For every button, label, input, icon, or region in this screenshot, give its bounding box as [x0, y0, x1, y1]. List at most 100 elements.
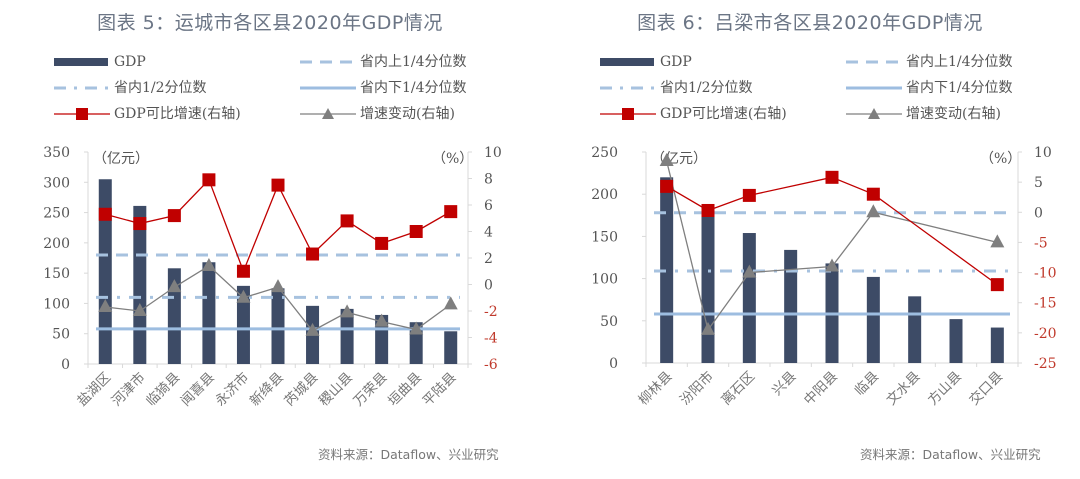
right-tick-label: 10	[1034, 145, 1052, 161]
gdp-growth-point	[409, 225, 423, 238]
left-tick-label: 100	[43, 296, 70, 312]
gdp-bar	[701, 212, 715, 363]
right-tick-label: 6	[484, 198, 493, 214]
growth-change-point	[374, 313, 389, 327]
right-tick-label: 10	[484, 145, 502, 161]
gdp-growth-point	[866, 187, 880, 201]
category-label: 盐湖区	[74, 370, 114, 410]
category-label: 方山县	[925, 369, 965, 409]
left-tick-label: 350	[43, 145, 70, 161]
category-label: 交口县	[966, 368, 1007, 409]
left-tick-label: 150	[591, 229, 618, 245]
category-label: 临县	[852, 369, 882, 399]
legend-median: 省内1/2分位数	[54, 80, 207, 96]
right-tick-label: 4	[484, 225, 493, 241]
gdp-growth-point	[202, 173, 216, 187]
left-tick-label: 0	[61, 357, 70, 373]
growth-change-point	[271, 279, 285, 293]
growth-change-point	[990, 234, 1005, 248]
chart-panel-lvliang: 图表 6：吕梁市各区县2020年GDP情况 GDP 省内上1/4分位数 省内1/…	[540, 0, 1080, 479]
category-label: 万荣县	[351, 370, 391, 410]
gdp-growth-point	[306, 247, 320, 261]
gdp-growth-point	[375, 236, 389, 250]
gdp-growth-line	[666, 176, 998, 286]
gdp-bar	[236, 285, 250, 364]
growth-change-point	[701, 321, 715, 335]
right-tick-label: -10	[1034, 266, 1057, 282]
category-label: 中阳县	[801, 369, 841, 409]
gdp-bar	[340, 308, 354, 364]
right-axis-unit: （%）	[980, 151, 1021, 167]
growth-change-line	[666, 160, 998, 332]
gdp-bar	[133, 205, 147, 364]
right-tick-label: 8	[484, 172, 493, 188]
right-tick-label: -6	[484, 357, 498, 373]
right-tick-label: 2	[484, 251, 493, 267]
gdp-growth-point	[167, 209, 181, 223]
growth-change-point	[201, 257, 216, 271]
legend-gdp-growth: GDP可比增速(右轴)	[598, 104, 818, 124]
gdp-bar	[167, 268, 181, 364]
legend-upper-quartile: 省内上1/4分位数	[846, 54, 1013, 70]
category-label: 闻喜县	[178, 370, 218, 410]
legend-gdp: GDP	[598, 52, 818, 72]
growth-change-point	[167, 279, 182, 293]
growth-change-point	[443, 296, 458, 310]
gdp-bar	[444, 331, 458, 364]
chart-title: 图表 5：运城市各区县2020年GDP情况	[97, 12, 443, 34]
growth-change-point	[825, 258, 839, 272]
category-label: 平陆县	[420, 370, 460, 410]
gdp-growth-point	[990, 278, 1004, 292]
legend-growth-change: 增速变动(右轴)	[298, 104, 518, 124]
gdp-bar	[866, 276, 880, 363]
right-tick-label: -15	[1034, 296, 1057, 312]
right-tick-label: 0	[1034, 205, 1043, 221]
gdp-bar	[271, 288, 285, 364]
source-note: 资料来源：Dataflow、兴业研究	[860, 447, 1041, 462]
left-tick-label: 200	[43, 236, 70, 252]
category-label: 永济市	[212, 369, 253, 410]
right-tick-label: -5	[1034, 235, 1048, 251]
legend-lower-quartile: 省内下1/4分位数	[846, 80, 1013, 96]
gdp-growth-point	[271, 178, 285, 192]
category-label: 临猗县	[143, 370, 183, 410]
gdp-bar	[742, 233, 756, 363]
category-label: 汾阳市	[676, 368, 717, 409]
gdp-bar	[990, 327, 1004, 363]
gdp-bar	[949, 319, 963, 363]
right-axis-unit: （%）	[432, 151, 473, 167]
chart-plot-area: 0 50 100 150 200 250 300 350 -6 -4 -2 0 2 4 6 8 10 （亿元） （%…	[43, 145, 502, 410]
gdp-bar	[98, 179, 112, 364]
growth-change-point	[866, 204, 881, 218]
growth-change-point	[305, 322, 320, 336]
left-tick-label: 50	[600, 314, 618, 330]
category-label: 离石区	[718, 368, 759, 409]
right-tick-label: 5	[1034, 175, 1043, 191]
left-tick-label: 0	[609, 356, 618, 372]
legend-gdp: GDP	[52, 52, 272, 72]
chart-panel-yuncheng: 图表 5：运城市各区县2020年GDP情况 GDP 省内上1/4分位数 省内1/…	[43, 12, 518, 462]
chart-title: 图表 6：吕梁市各区县2020年GDP情况	[637, 12, 983, 34]
gdp-bar	[784, 249, 798, 363]
left-tick-label: 250	[591, 145, 618, 161]
gdp-growth-point	[236, 264, 250, 278]
source-note: 资料来源：Dataflow、兴业研究	[318, 447, 499, 462]
gdp-growth-point	[133, 217, 147, 231]
left-tick-label: 250	[43, 206, 70, 222]
gdp-growth-point	[701, 203, 715, 217]
category-label: 河津市	[108, 369, 149, 410]
left-axis-unit: （亿元）	[93, 151, 149, 167]
gdp-growth-line	[105, 178, 452, 274]
left-tick-label: 300	[43, 175, 70, 191]
growth-change-point	[409, 321, 424, 335]
gdp-bar	[660, 177, 674, 363]
category-label: 新绛县	[247, 370, 287, 410]
legend-lower-quartile: 省内下1/4分位数	[300, 80, 467, 96]
category-label: 柳林县	[636, 369, 676, 409]
category-label: 文水县	[884, 369, 924, 409]
legend-median: 省内1/2分位数	[600, 80, 753, 96]
chart-plot-area: 0 50 100 150 200 250 -25 -20 -15 -10 -5 0 5 10 （亿元） （%）…	[591, 145, 1057, 409]
growth-change-point	[659, 153, 674, 167]
left-tick-label: 200	[591, 187, 618, 203]
growth-change-point	[236, 289, 251, 303]
